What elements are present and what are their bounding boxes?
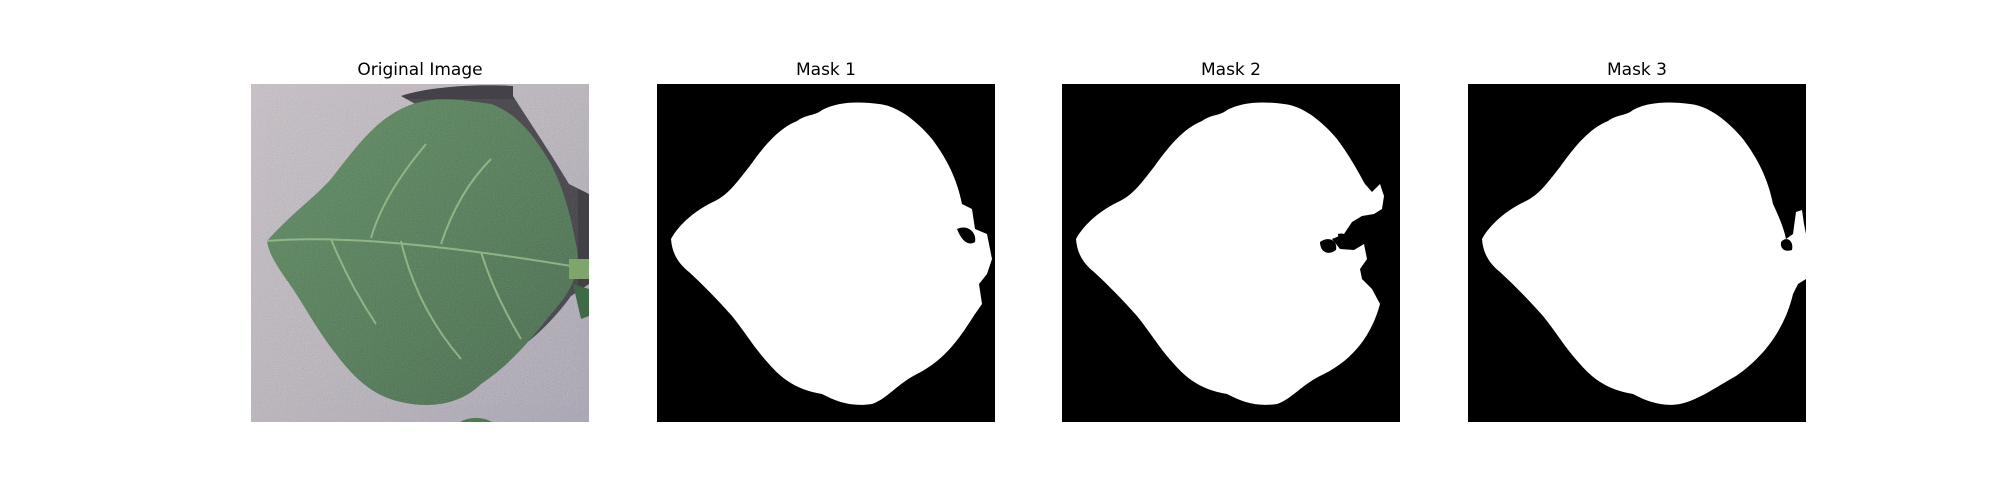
panel-title: Original Image — [251, 60, 589, 80]
leaf-stem — [569, 259, 589, 279]
mask-1-image — [657, 84, 995, 422]
mask-3-image — [1468, 84, 1806, 422]
panel-title: Mask 3 — [1468, 60, 1806, 80]
mask-2-image — [1062, 84, 1400, 422]
panel-title: Mask 1 — [657, 60, 995, 80]
panel-title: Mask 2 — [1062, 60, 1400, 80]
original-leaf-image — [251, 84, 589, 422]
